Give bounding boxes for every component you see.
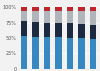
Bar <box>44 11 50 23</box>
Bar <box>78 38 85 69</box>
Bar <box>32 22 38 37</box>
Bar <box>55 37 62 69</box>
Bar <box>55 11 62 23</box>
Bar <box>90 11 96 25</box>
Bar <box>32 11 38 22</box>
Bar <box>78 24 85 38</box>
Bar <box>21 11 27 21</box>
Bar <box>78 11 85 24</box>
Bar <box>90 25 96 39</box>
Bar <box>44 23 50 37</box>
Bar <box>67 23 73 38</box>
Bar <box>21 36 27 69</box>
Bar <box>32 7 38 11</box>
Bar <box>67 7 73 11</box>
Bar <box>90 7 96 11</box>
Bar <box>90 39 96 69</box>
Bar <box>21 21 27 36</box>
Bar <box>78 7 85 11</box>
Bar <box>67 11 73 23</box>
Bar <box>21 7 27 11</box>
Bar <box>67 38 73 69</box>
Bar <box>44 37 50 69</box>
Bar <box>44 7 50 11</box>
Bar <box>55 7 62 11</box>
Bar <box>55 23 62 37</box>
Bar <box>32 37 38 69</box>
